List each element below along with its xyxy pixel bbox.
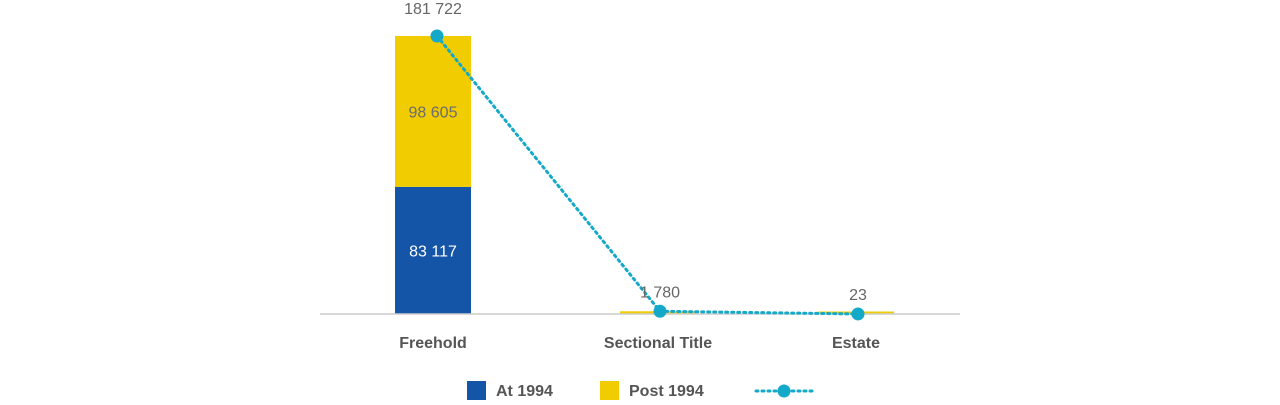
category-label-freehold: Freehold	[399, 335, 467, 352]
bar-value-label-freehold-post-1994: 98 605	[409, 104, 458, 121]
total-label-freehold: 181 722	[404, 1, 462, 18]
legend-swatch-at-1994	[467, 381, 486, 400]
legend-label-at-1994: At 1994	[496, 383, 553, 400]
legend: At 1994 Post 1994	[467, 381, 816, 400]
labels-layer: 83 117 98 605 Freehold Sectional Title Estat…	[399, 1, 880, 352]
total-point-freehold	[430, 29, 444, 43]
total-line	[435, 34, 860, 316]
category-label-estate: Estate	[832, 335, 880, 352]
category-label-sectional-title: Sectional Title	[604, 335, 712, 352]
total-point-sectional-title	[653, 304, 667, 318]
legend-label-post-1994: Post 1994	[629, 383, 704, 400]
legend-line-marker	[777, 384, 791, 398]
bar-value-label-freehold-at-1994: 83 117	[409, 243, 457, 260]
bar-freehold-at-1994	[395, 186, 471, 314]
total-label-sectional-title: 1 780	[640, 284, 680, 301]
legend-swatch-post-1994	[600, 381, 619, 400]
total-label-estate: 23	[849, 287, 867, 304]
total-point-estate	[851, 307, 865, 321]
total-line-layer	[430, 29, 865, 321]
